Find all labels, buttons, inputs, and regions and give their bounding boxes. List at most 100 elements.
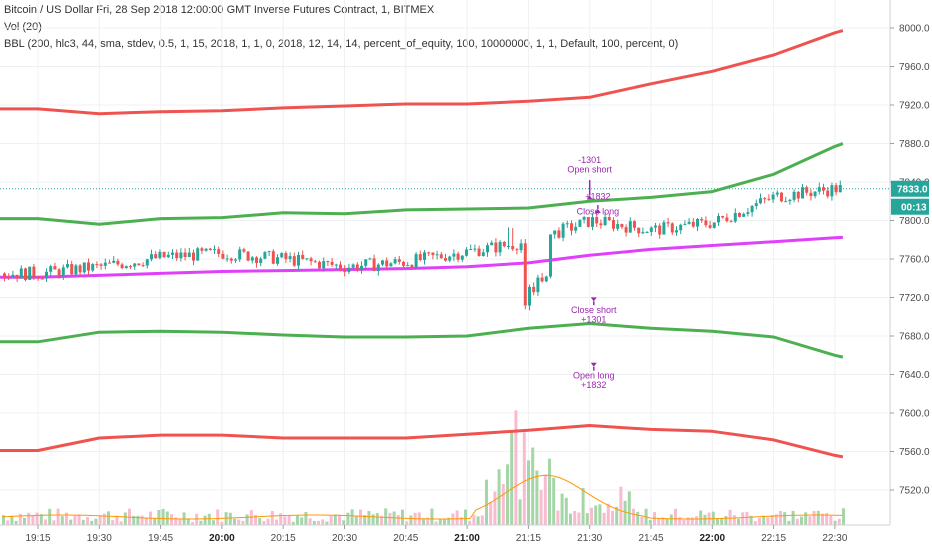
candle-body: [45, 271, 48, 279]
volume-bar: [480, 515, 484, 525]
price-axis-background: [890, 0, 932, 550]
volume-bar: [800, 516, 803, 525]
volume-bar: [266, 518, 270, 525]
candle-body: [746, 212, 750, 214]
candle-body: [792, 191, 796, 200]
candle-body: [208, 248, 212, 251]
volume-bar: [619, 486, 623, 525]
volume-bar: [270, 510, 274, 525]
candle-body: [477, 248, 481, 257]
volume-bar: [716, 518, 719, 525]
candle-body: [469, 249, 473, 251]
volume-bar: [703, 514, 707, 525]
volume-bar: [627, 491, 631, 525]
trade-annotation-text: +1832: [581, 380, 606, 390]
volume-bar: [338, 514, 341, 525]
candle-body: [704, 220, 708, 226]
price-axis[interactable]: 8000.07960.07920.07880.07840.07800.07760…: [889, 0, 932, 550]
candle-body: [595, 217, 599, 224]
volume-bar: [342, 520, 346, 525]
band-line-inner-upper: [0, 142, 844, 226]
volume-bar: [749, 515, 753, 525]
candle-body: [183, 252, 187, 258]
candle-body: [750, 205, 754, 213]
candle-body: [95, 264, 99, 266]
candle-body: [763, 198, 767, 200]
volume-bar: [254, 515, 257, 525]
volume-bar: [329, 515, 333, 525]
time-tick-label: 21:30: [577, 533, 602, 544]
volume-bar: [774, 514, 778, 525]
volume-bar: [606, 503, 610, 525]
volume-bar: [69, 519, 73, 525]
candle-body: [683, 223, 687, 225]
volume-bar: [132, 515, 136, 525]
volume-bar: [737, 518, 740, 525]
candle-body: [7, 276, 11, 278]
candle-body: [435, 254, 439, 256]
volume-indicator-label[interactable]: Vol (20): [4, 21, 42, 33]
candle-body: [570, 223, 573, 231]
time-tick-label: 22:30: [822, 533, 847, 544]
volume-bar: [531, 447, 535, 525]
volume-bar: [350, 509, 354, 525]
candle-body: [187, 252, 191, 258]
volume-bar: [674, 508, 677, 525]
candle-body: [490, 242, 494, 246]
volume-bar: [191, 521, 194, 525]
candle-body: [246, 251, 250, 261]
candle-body: [301, 254, 305, 259]
volume-bar: [60, 516, 64, 525]
candle-body: [36, 277, 40, 279]
candle-body: [641, 232, 645, 234]
volume-bar: [833, 520, 837, 525]
band-line-inner-lower: [0, 322, 844, 359]
volume-bar: [829, 515, 833, 525]
candle-body: [120, 264, 124, 269]
price-tick-label: 7920.0: [899, 101, 930, 112]
volume-bar: [119, 521, 123, 525]
candle-body: [679, 224, 683, 231]
candle-body: [179, 252, 183, 259]
candle-body: [171, 252, 174, 255]
candle-body: [334, 264, 338, 266]
volume-bar: [153, 518, 157, 525]
candle-body: [754, 203, 758, 206]
candle-body: [53, 266, 57, 270]
price-tick-label: 7600.0: [899, 409, 930, 420]
volume-bar: [161, 509, 165, 525]
candle-body: [780, 192, 783, 202]
candle-body: [393, 259, 397, 264]
trade-annotation-text: Open short: [567, 164, 612, 174]
volume-bar: [98, 515, 102, 525]
candle-body: [549, 234, 552, 277]
candle-body: [637, 227, 641, 234]
strategy-indicator-label[interactable]: BBL (200, hlc3, 44, sma, stdev, 0.5, 1, …: [4, 38, 679, 50]
time-tick-label: 20:45: [393, 533, 418, 544]
candle-body: [486, 245, 489, 253]
volume-bar: [577, 512, 581, 525]
price-tick-label: 7560.0: [899, 447, 930, 458]
volume-bar: [10, 515, 14, 525]
candle-body: [494, 242, 498, 253]
volume-bar: [506, 464, 509, 525]
volume-bar: [686, 517, 690, 525]
volume-bar: [514, 410, 518, 525]
volume-bar: [598, 504, 602, 525]
candle-body: [649, 227, 653, 233]
volume-bar: [186, 518, 190, 525]
candle-body: [406, 265, 410, 267]
volume-bar: [86, 517, 89, 525]
volume-bar: [594, 505, 598, 525]
candle-body: [15, 274, 19, 279]
time-axis-background: [0, 525, 932, 550]
volume-bar: [665, 518, 669, 525]
time-axis[interactable]: 19:15 19:30 19:45 20:00 20:15 20:30 20:45 21:00…: [0, 524, 932, 550]
volume-bar: [136, 515, 140, 525]
volume-bar: [296, 515, 299, 525]
candle-body: [633, 221, 636, 228]
candle-body: [364, 259, 368, 266]
volume-bar: [245, 514, 249, 525]
candle-body: [784, 201, 788, 203]
